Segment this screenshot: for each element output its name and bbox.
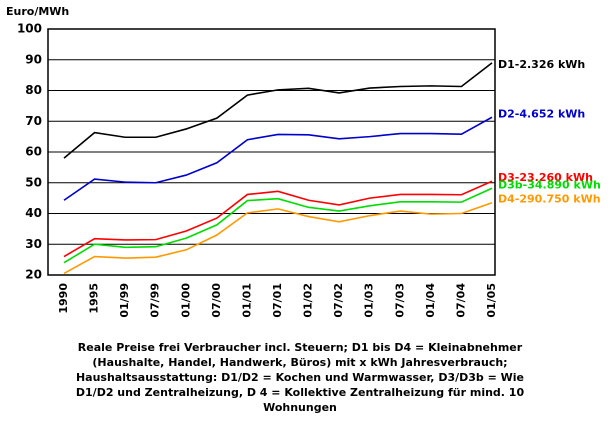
y-tick-label: 60 xyxy=(25,145,42,159)
series-line xyxy=(63,187,493,264)
caption: Reale Preise frei Verbraucher incl. Steu… xyxy=(78,341,523,354)
y-tick-label: 90 xyxy=(25,52,42,66)
y-tick-label: 40 xyxy=(25,206,42,220)
y-tick-label: 20 xyxy=(25,268,42,282)
plot-frame xyxy=(47,28,496,276)
x-tick-label: 07/00 xyxy=(210,283,223,318)
caption: Haushaltsausstattung: D1/D2 = Kochen und… xyxy=(76,371,524,384)
series-line xyxy=(63,180,493,258)
y-tick-label: 80 xyxy=(25,83,42,97)
legend-label: D3-23.260 kWh xyxy=(498,171,593,184)
series-line xyxy=(63,116,493,201)
legend-label: D4-290.750 kWh xyxy=(498,193,601,206)
x-tick-label: 01/03 xyxy=(363,283,376,318)
x-tick-label: 01/05 xyxy=(485,283,498,318)
x-tick-label: 07/99 xyxy=(149,283,162,318)
legend-label: D2-4.652 kWh xyxy=(498,107,585,120)
y-tick-label: 30 xyxy=(25,237,42,251)
legend-label: D1-2.326 kWh xyxy=(498,58,585,71)
caption: (Haushalte, Handel, Handwerk, Büros) mit… xyxy=(92,356,507,369)
x-tick-label: 01/02 xyxy=(302,283,315,318)
x-tick-label: 07/01 xyxy=(271,283,284,318)
x-tick-label: 1990 xyxy=(57,283,70,314)
x-tick-label: 01/00 xyxy=(179,283,192,318)
x-tick-label: 01/99 xyxy=(118,283,131,318)
series-line xyxy=(63,62,493,159)
caption: D1/D2 und Zentralheizung, D 4 = Kollekti… xyxy=(76,386,525,399)
y-tick-label: 50 xyxy=(25,175,42,189)
x-tick-label: 07/03 xyxy=(393,283,406,318)
x-tick-label: 01/04 xyxy=(424,283,437,318)
x-tick-label: 07/02 xyxy=(332,283,345,318)
x-tick-label: 01/01 xyxy=(240,283,253,318)
caption: Wohnungen xyxy=(263,401,337,414)
y-axis-title: Euro/MWh xyxy=(6,5,69,18)
legend-label: D3b-34.890 kWh xyxy=(498,178,601,191)
y-tick-label: 100 xyxy=(17,22,42,36)
series-line xyxy=(63,201,493,275)
x-tick-label: 1995 xyxy=(88,283,101,314)
x-tick-label: 07/04 xyxy=(454,283,467,318)
y-tick-label: 70 xyxy=(25,114,42,128)
